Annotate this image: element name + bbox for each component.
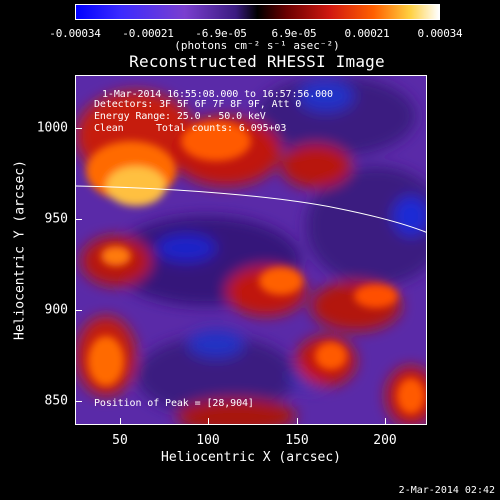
colorbar-units: (photons cm⁻² s⁻¹ asec⁻²) — [174, 39, 340, 52]
colorbar-tick: -6.9e-05 — [195, 27, 247, 40]
y-tick-label: 950 — [44, 211, 68, 227]
colorbar-tick: -0.00034 — [49, 27, 101, 40]
y-tick-label: 900 — [44, 302, 68, 318]
x-axis-label: Heliocentric X (arcsec) — [160, 450, 342, 465]
intensity-map — [76, 76, 426, 424]
y-tick-label: 850 — [44, 393, 68, 409]
y-axis-label: Heliocentric Y (arcsec) — [12, 159, 28, 341]
peak-position-text: Position of Peak = [28,904] — [94, 398, 254, 409]
y-tick-mark — [75, 310, 82, 311]
y-tick-mark — [75, 219, 82, 220]
colorbar — [75, 4, 440, 20]
x-tick-label: 50 — [112, 433, 128, 448]
y-tick-mark — [75, 128, 82, 129]
y-tick-label: 1000 — [36, 120, 68, 136]
image-title: Reconstructed RHESSI Image — [129, 52, 385, 71]
x-tick-mark — [297, 418, 298, 425]
timestamp: 2-Mar-2014 02:42 — [398, 485, 495, 496]
colorbar-tick: 0.00021 — [344, 27, 390, 40]
detectors-text: Detectors: 3F 5F 6F 7F 8F 9F, Att 0 — [94, 99, 302, 110]
y-tick-mark — [75, 401, 82, 402]
image-plot: 1-Mar-2014 16:55:08.000 to 16:57:56.000 … — [75, 75, 427, 425]
method-text: Clean — [94, 123, 124, 134]
time-range-text: 1-Mar-2014 16:55:08.000 to 16:57:56.000 — [102, 89, 333, 100]
x-tick-label: 150 — [285, 433, 309, 448]
total-counts-text: Total counts: 6.095+03 — [156, 123, 287, 134]
x-tick-label: 200 — [373, 433, 397, 448]
x-tick-mark — [385, 418, 386, 425]
colorbar-tick: 0.00034 — [417, 27, 463, 40]
x-tick-mark — [120, 418, 121, 425]
x-tick-label: 100 — [196, 433, 220, 448]
colorbar-tick: 6.9e-05 — [271, 27, 317, 40]
energy-range-text: Energy Range: 25.0 - 50.0 keV — [94, 111, 266, 122]
colorbar-tick: -0.00021 — [122, 27, 174, 40]
x-tick-mark — [208, 418, 209, 425]
